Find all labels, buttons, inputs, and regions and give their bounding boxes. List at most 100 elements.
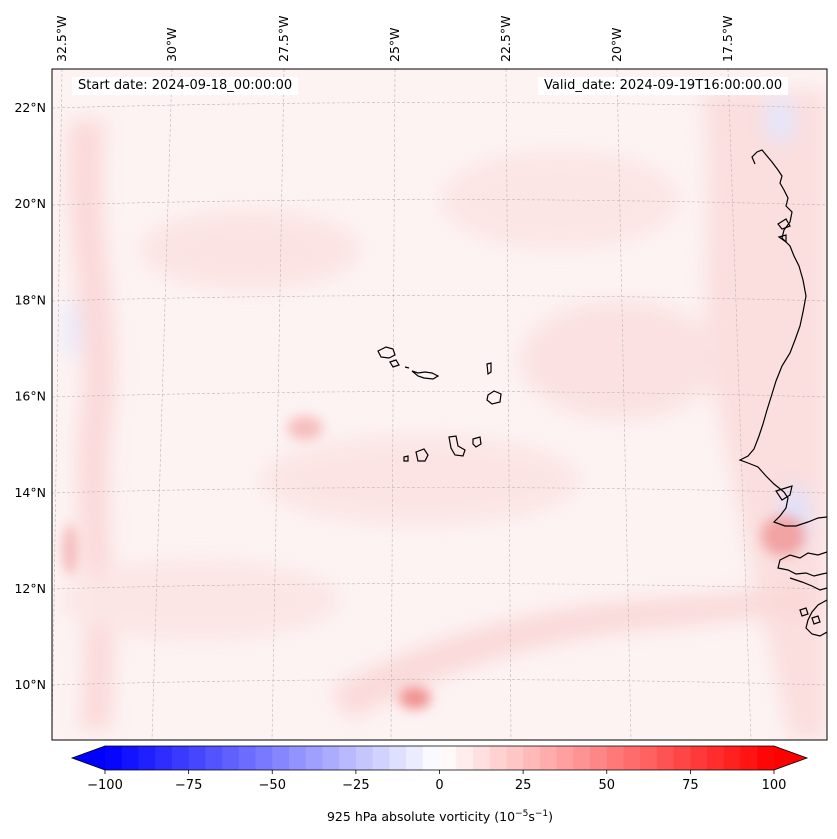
island-fogo [415, 448, 429, 462]
island-santa-luzia [404, 366, 410, 369]
colorbar-bin [255, 746, 273, 770]
island-sao-vicente [389, 359, 400, 368]
patch-5 [520, 300, 720, 420]
colorbar-tick-label: −75 [175, 778, 202, 793]
colorbar-bin [740, 746, 758, 770]
colorbar-bin [238, 746, 257, 770]
colorbar-bin [590, 746, 608, 770]
colorbar-bin [422, 746, 441, 770]
longitude-label: 30°W [164, 27, 179, 62]
cape-blanc-1 [777, 234, 787, 244]
colorbar-bin [506, 746, 524, 770]
longitude-label: 27.5°W [276, 16, 291, 62]
east-positive-band [700, 90, 827, 740]
colorbar-bin [606, 746, 625, 770]
colorbar: −100 −75 −50 −25 0 25 50 75 100 925 hPa absolute… [70, 745, 809, 824]
colorbar-bin [188, 746, 206, 770]
coastline-guinea [805, 599, 827, 637]
colorbar-bin [707, 746, 725, 770]
gridline-lon-27.5 [271, 69, 285, 740]
longitude-label: 25°W [387, 27, 402, 62]
colorbar-bin [623, 746, 641, 770]
colorbar-tick-label: −25 [342, 778, 369, 793]
dakar-peninsula [775, 485, 793, 501]
colorbar-bin [171, 746, 190, 770]
gridlines [52, 69, 827, 740]
latitude-label: 18°N [14, 292, 46, 307]
longitude-label: 22.5°W [498, 16, 513, 62]
patch-3 [260, 435, 580, 525]
cape-verde-islands [377, 346, 502, 462]
colorbar-bin [640, 746, 658, 770]
colorbar-extend-max [774, 746, 807, 770]
colorbar-bin [489, 746, 508, 770]
colorbar-bin [389, 746, 407, 770]
gridline-lon-25 [390, 69, 396, 740]
colorbar-tick-label: 50 [598, 778, 615, 793]
colorbar-label: 925 hPa absolute vorticity (10−5s−1) [327, 809, 553, 824]
colorbar-bin [138, 746, 156, 770]
colorbar-bin [105, 746, 123, 770]
colorbar-bin [539, 746, 558, 770]
colorbar-label-suffix: ) [548, 809, 553, 824]
gridline-lon-20 [616, 69, 632, 740]
patch-2 [440, 150, 680, 250]
hotspot-coast [761, 516, 805, 556]
colorbar-bin [272, 746, 290, 770]
island-santo-antao [377, 346, 396, 359]
colorbar-bin [205, 746, 223, 770]
hotspot-south [399, 687, 431, 709]
patch-4 [60, 560, 340, 640]
banc-arguin-1 [777, 218, 791, 230]
longitude-label: 20°W [609, 27, 624, 62]
island-sal [486, 362, 492, 376]
colorbar-bin [121, 746, 140, 770]
latitude-label: 12°N [14, 581, 46, 596]
colorbar-tick-label: 0 [435, 778, 443, 793]
colorbar-bin [673, 746, 691, 770]
colorbar-bin [355, 746, 374, 770]
colorbar-tick-label: 75 [682, 778, 699, 793]
southern-band [330, 585, 827, 720]
colorbar-bin [155, 746, 173, 770]
colorbar-bin [556, 746, 574, 770]
island-santiago [448, 435, 466, 457]
colorbar-bin [222, 746, 240, 770]
island-boa-vista [486, 390, 502, 405]
latitude-labels: 22°N 20°N 18°N 16°N 14°N 12°N 10°N [14, 100, 46, 692]
colorbar-bin [322, 746, 340, 770]
vorticity-field-texture [60, 90, 827, 740]
colorbar-bin [723, 746, 742, 770]
gridline-lat-12 [52, 583, 827, 590]
colorbar-tick-label: −50 [259, 778, 286, 793]
latitude-label: 16°N [14, 389, 46, 404]
colorbar-bin [472, 746, 491, 770]
colorbar-label-exp1: −5 [515, 809, 528, 819]
gridline-lat-14 [52, 487, 827, 494]
gridline-lon-22.5 [505, 69, 512, 740]
colorbar-tick-label: 100 [762, 778, 787, 793]
colorbar-bin [288, 746, 307, 770]
gridline-lat-10 [52, 679, 827, 686]
latitude-label: 20°N [14, 196, 46, 211]
coastline-gambia-guinea-bissau [777, 551, 827, 577]
island-maio [472, 436, 482, 448]
island-bijagos-1 [799, 607, 809, 617]
negative-patch-1 [766, 96, 794, 144]
longitude-label: 17.5°W [720, 16, 735, 62]
negative-patch-2 [64, 300, 80, 360]
gridline-lat-18 [52, 295, 827, 302]
colorbar-tick-label: −100 [87, 778, 123, 793]
start-date-annotation: Start date: 2024-09-18_00:00:00 [72, 77, 299, 95]
map-frame [51, 68, 828, 741]
gridline-lat-22 [52, 102, 827, 109]
gridline-lon-17.5 [727, 69, 752, 740]
coastline-bissau-islands [789, 577, 827, 591]
colorbar-bin [305, 746, 324, 770]
colorbar-ticks: −100 −75 −50 −25 0 25 50 75 100 [87, 770, 786, 793]
colorbar-label-prefix: 925 hPa absolute vorticity (10 [327, 809, 515, 824]
colorbar-bin [523, 746, 541, 770]
colorbar-label-exp2: −1 [535, 809, 548, 819]
gridline-lat-20 [52, 199, 827, 206]
